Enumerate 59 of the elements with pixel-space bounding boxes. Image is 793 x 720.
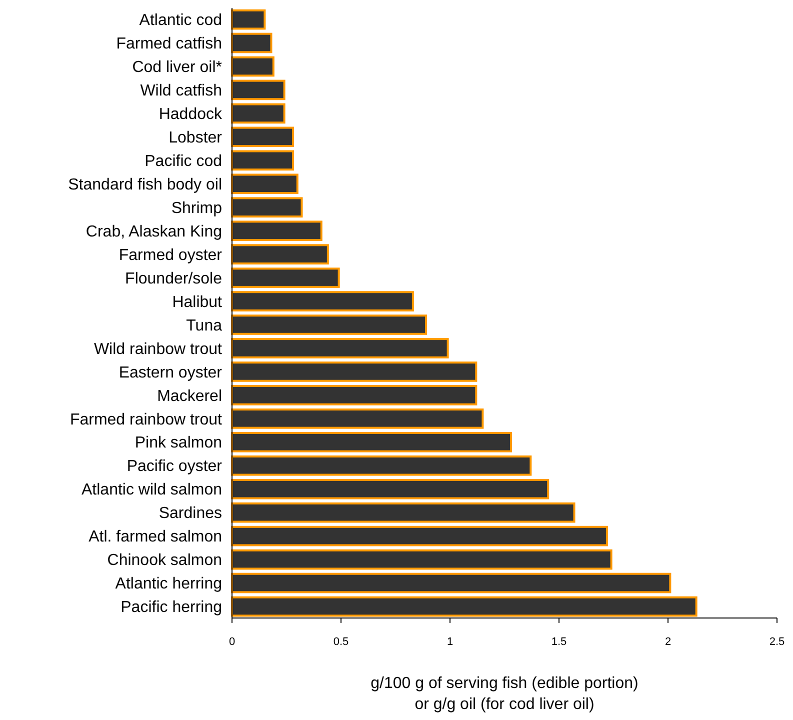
x-axis-title: g/100 g of serving fish (edible portion) or g/g oil (for cod liver oil) bbox=[370, 675, 638, 713]
x-tick-label: 0 bbox=[228, 636, 236, 648]
bar bbox=[231, 478, 550, 500]
bar bbox=[231, 56, 274, 77]
y-tick-label: Flounder/sole bbox=[125, 270, 222, 288]
bar bbox=[231, 572, 672, 594]
bar bbox=[231, 385, 478, 406]
bar bbox=[231, 220, 322, 241]
bar bbox=[231, 362, 478, 382]
bar bbox=[231, 244, 329, 264]
y-tick-label: Pacific cod bbox=[144, 152, 222, 170]
y-tick-label: Wild rainbow trout bbox=[94, 340, 223, 358]
y-tick-label: Wild catfish bbox=[140, 82, 222, 100]
y-tick-label: Pacific herring bbox=[120, 599, 222, 616]
x-tick-label: 1 bbox=[446, 636, 454, 648]
y-tick-label: Sardines bbox=[158, 505, 222, 522]
bar bbox=[231, 126, 294, 148]
bar bbox=[231, 596, 698, 617]
y-tick-label: Halibut bbox=[172, 294, 223, 311]
bar bbox=[231, 291, 414, 312]
y-tick-label: Atlantic herring bbox=[115, 576, 222, 593]
y-tick-label: Pacific oyster bbox=[126, 458, 223, 476]
y-tick-label: Shrimp bbox=[171, 200, 222, 217]
y-tick-label: Atl. farmed salmon bbox=[88, 528, 222, 546]
bar bbox=[231, 32, 272, 54]
x-tick-label: 0.5 bbox=[333, 636, 349, 648]
bar bbox=[231, 526, 608, 546]
bar bbox=[231, 80, 286, 100]
y-tick-label: Cod liver oil* bbox=[132, 59, 222, 76]
bar bbox=[231, 314, 428, 335]
y-tick-label: Atlantic cod bbox=[139, 12, 222, 30]
bar bbox=[231, 268, 340, 288]
bar bbox=[231, 502, 576, 523]
bar bbox=[231, 549, 612, 570]
y-tick-label: Crab, Alaskan King bbox=[86, 223, 222, 240]
bar bbox=[231, 174, 298, 194]
y-tick-label: Atlantic wild salmon bbox=[82, 482, 222, 499]
y-tick-label: Farmed oyster bbox=[118, 246, 223, 264]
bar bbox=[231, 150, 294, 171]
y-tick-label: Pink salmon bbox=[134, 434, 222, 452]
y-tick-label: Eastern oyster bbox=[118, 364, 223, 382]
bar bbox=[231, 338, 449, 358]
y-tick-label: Tuna bbox=[186, 317, 222, 334]
bar bbox=[231, 408, 484, 429]
bar bbox=[231, 103, 286, 124]
y-tick-label: Chinook salmon bbox=[107, 552, 222, 570]
y-tick-label: Haddock bbox=[158, 106, 223, 124]
x-tick-label: 1.5 bbox=[551, 636, 567, 648]
y-tick-label: Farmed catfish bbox=[116, 36, 222, 53]
bar bbox=[231, 432, 512, 452]
y-tick-label: Lobster bbox=[168, 130, 223, 147]
bar bbox=[231, 9, 266, 30]
y-tick-label: Farmed rainbow trout bbox=[70, 411, 223, 428]
bar bbox=[231, 455, 532, 476]
x-tick-label: 2 bbox=[664, 636, 672, 648]
y-tick-label: Standard fish body oil bbox=[68, 176, 222, 194]
bar bbox=[231, 197, 303, 218]
x-tick-label: 2.5 bbox=[769, 636, 785, 648]
y-tick-label: Mackerel bbox=[157, 388, 222, 405]
